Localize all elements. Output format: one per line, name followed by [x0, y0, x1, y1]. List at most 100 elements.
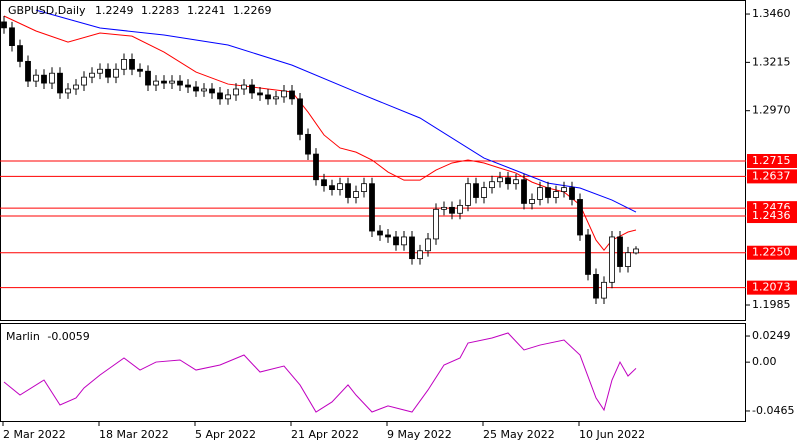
candle-body [73, 84, 79, 90]
level-label: 1.2436 [752, 209, 791, 222]
candle-body [345, 183, 351, 198]
candle-body [137, 68, 143, 72]
candle-body [201, 88, 207, 92]
x-tick-label: 9 May 2022 [387, 428, 452, 441]
candle-body [617, 236, 623, 267]
candle-body [41, 74, 47, 84]
close: 1.2269 [233, 4, 272, 17]
candle-body [497, 177, 503, 183]
candle-body [425, 238, 431, 252]
candle-body [297, 98, 303, 135]
candle-body [281, 90, 287, 98]
indicator-frame [0, 323, 746, 422]
candle-body [633, 248, 639, 254]
candle-body [313, 153, 319, 181]
indicator-header: Marlin -0.0059 [6, 330, 90, 343]
candle-body [401, 236, 407, 246]
moving-average [3, 15, 637, 251]
candle-body [273, 96, 279, 100]
candle-body [577, 199, 583, 236]
candle-body [553, 191, 559, 198]
candle-body [521, 179, 527, 204]
candle-body [105, 68, 111, 78]
candle-body [33, 74, 39, 82]
candle-body [49, 72, 55, 84]
candle-body [161, 80, 167, 84]
candle-body [121, 59, 127, 70]
candle-body [57, 72, 63, 94]
symbol: GBPUSD,Daily [8, 4, 86, 17]
candle-body [513, 179, 519, 185]
level-label: 1.2715 [752, 154, 791, 167]
candle-body [81, 76, 87, 86]
candle-body [217, 92, 223, 100]
indicator-name: Marlin [6, 330, 40, 343]
level-label: 1.2073 [752, 281, 791, 294]
candle-body [409, 236, 415, 260]
candle-body [585, 234, 591, 275]
header: GBPUSD,Daily 1.2249 1.2283 1.2241 1.2269 [8, 4, 272, 17]
x-tick-label: 10 Jun 2022 [579, 428, 645, 441]
level-label-box [747, 245, 797, 260]
level-label-box [747, 209, 797, 224]
indicator-value: -0.0059 [47, 330, 89, 343]
candle-body [537, 187, 543, 200]
y-tick-label: 1.2970 [752, 104, 791, 117]
candle-body [241, 84, 247, 90]
candle-body [393, 236, 399, 246]
candle-body [305, 133, 311, 155]
candle-body [265, 94, 271, 100]
open: 1.2249 [95, 4, 134, 17]
candle-body [457, 204, 463, 214]
candle-body [545, 187, 551, 198]
candle-body [329, 185, 335, 191]
candle-body [529, 199, 535, 204]
candle-body [433, 208, 439, 240]
candle-body [561, 187, 567, 192]
candle-body [209, 88, 215, 94]
candle-body [225, 94, 231, 100]
candle-body [369, 183, 375, 232]
candle-body [625, 252, 631, 267]
moving-average [35, 9, 637, 213]
level-label-box [747, 280, 797, 295]
level-label-box [747, 154, 797, 168]
candle-body [601, 281, 607, 299]
candle-body [465, 183, 471, 206]
candle-body [193, 86, 199, 92]
candle-body [505, 177, 511, 185]
x-tick-label: 21 Apr 2022 [291, 428, 359, 441]
x-tick-label: 25 May 2022 [483, 428, 555, 441]
indicator-line [3, 332, 637, 413]
candle-body [289, 90, 295, 100]
plot: 1.3460 1.3215 1.2970 1.1985 1.2715 1.2637 1.24… [0, 7, 797, 441]
candle-body [1, 21, 7, 29]
candle-body [473, 183, 479, 198]
candle-body [377, 230, 383, 236]
level-label: 1.2637 [752, 169, 791, 182]
candle-body [153, 80, 159, 86]
candle-body [593, 274, 599, 299]
candle-body [249, 84, 255, 94]
level-label-box [747, 169, 797, 184]
candle-body [321, 179, 327, 187]
candle-body [65, 88, 71, 94]
candle-body [185, 84, 191, 88]
level-label: 1.2250 [752, 246, 791, 259]
candle-body [441, 206, 447, 210]
x-tick-label: 2 Mar 2022 [3, 428, 66, 441]
candle-body [385, 234, 391, 238]
candle-body [361, 183, 367, 192]
y-tick-label: 0.0249 [752, 329, 791, 342]
candle-body [89, 72, 95, 78]
candle-body [17, 45, 23, 62]
candle-body [177, 80, 183, 86]
y-tick-label: -0.0465 [752, 404, 794, 417]
candle-body [353, 191, 359, 198]
candle-body [169, 80, 175, 84]
x-tick-label: 18 Mar 2022 [99, 428, 169, 441]
candle-body [481, 187, 487, 198]
candle-body [337, 183, 343, 191]
